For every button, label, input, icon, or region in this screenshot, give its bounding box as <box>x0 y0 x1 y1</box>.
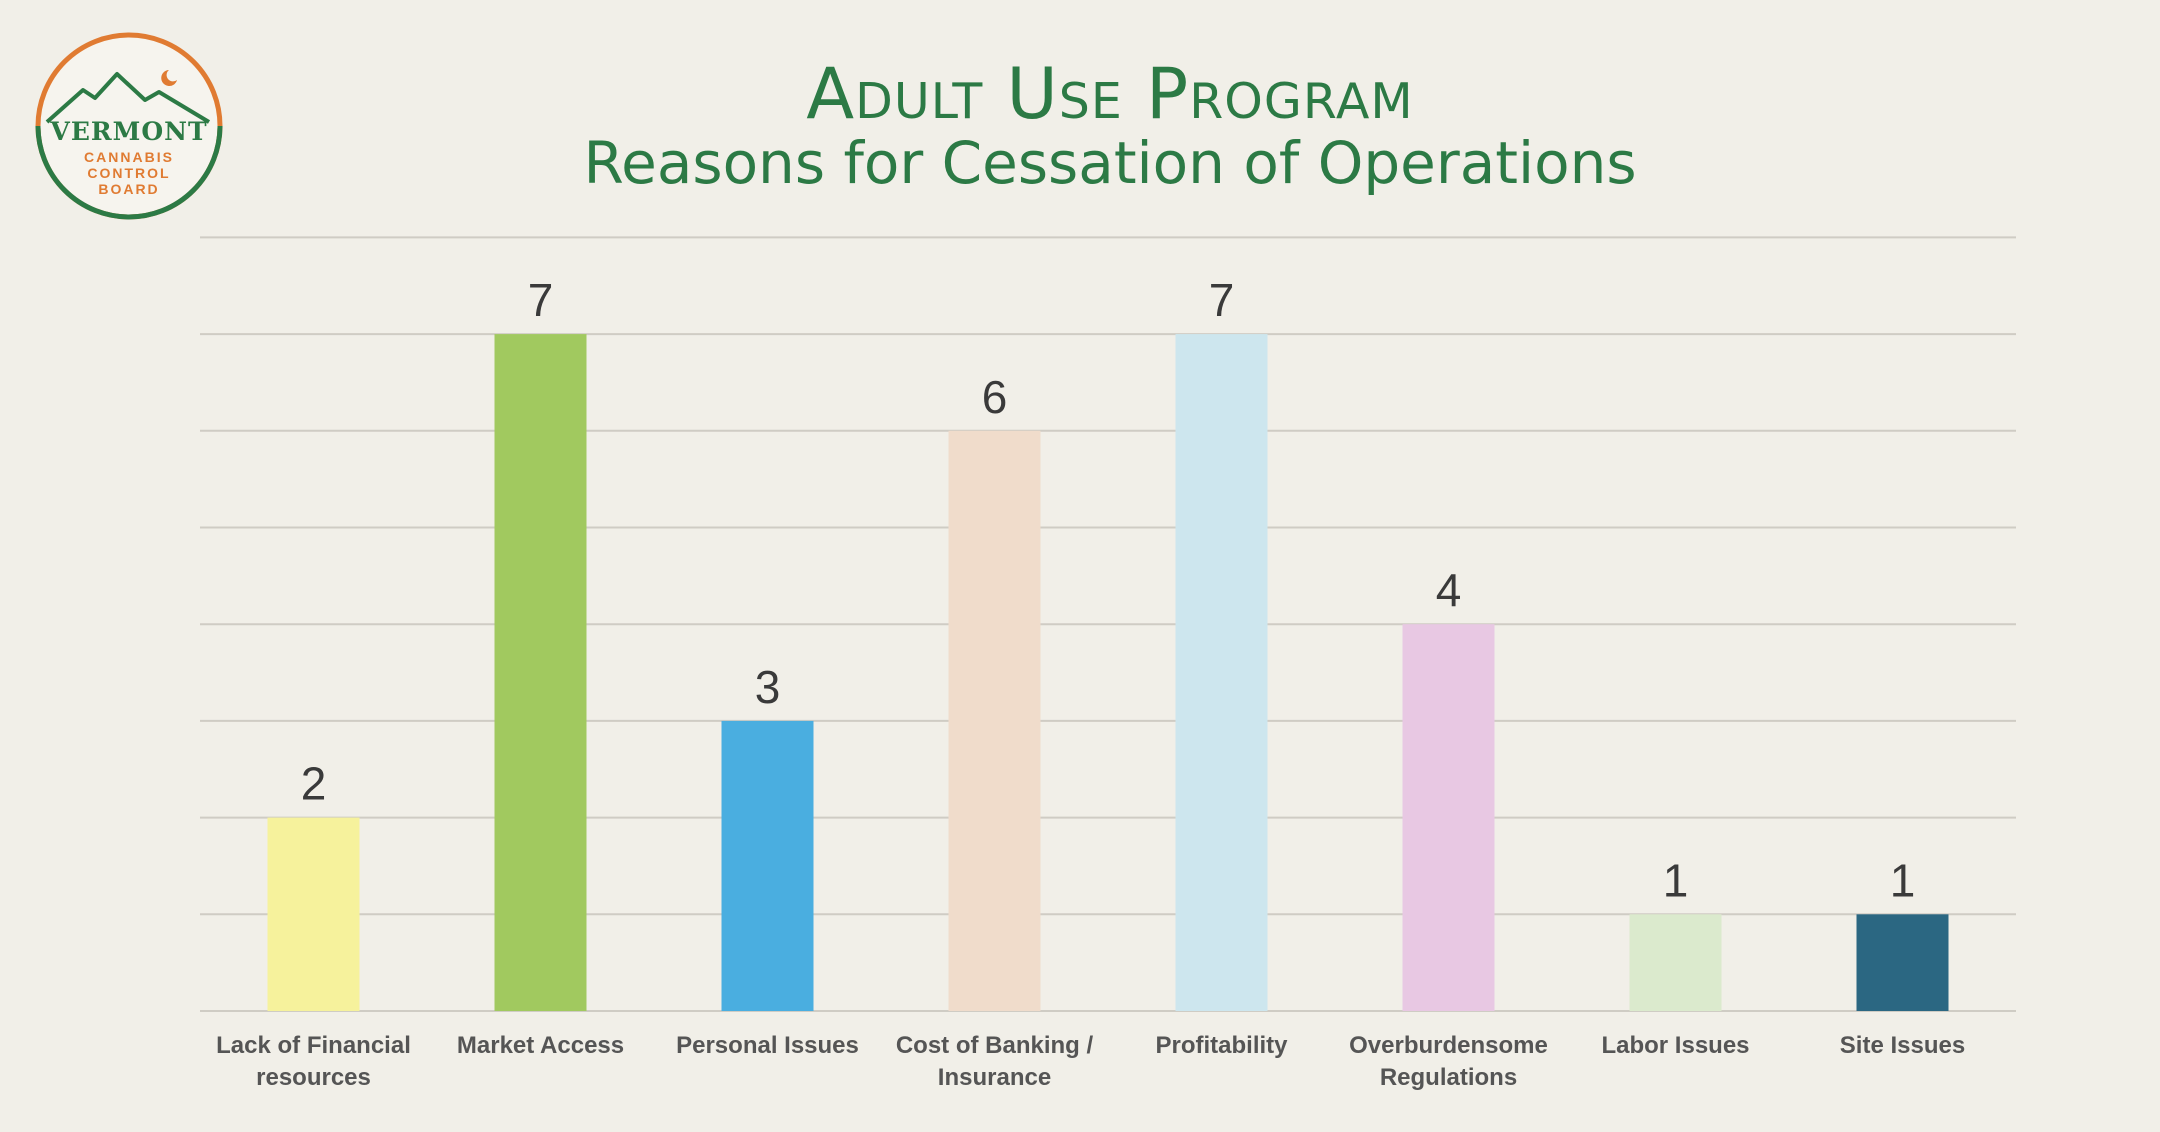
data-label: 7 <box>528 274 554 326</box>
crescent-moon-icon <box>161 70 177 86</box>
data-label: 7 <box>1209 274 1235 326</box>
bar <box>1402 624 1495 1011</box>
logo-text-cannabis: CANNABIS <box>84 149 174 165</box>
x-tick-label: Cost of Banking / <box>896 1032 1094 1059</box>
data-label: 4 <box>1436 564 1462 616</box>
bar <box>267 817 360 1011</box>
bar <box>721 720 814 1011</box>
page-title: Adult Use Program <box>806 53 1414 135</box>
data-label: 6 <box>982 371 1008 423</box>
bar <box>1629 914 1722 1011</box>
logo-text-vermont: VERMONT <box>49 117 207 146</box>
data-label: 1 <box>1663 854 1689 906</box>
bar <box>1175 334 1268 1012</box>
data-label: 1 <box>1890 854 1916 906</box>
logo-text-control: CONTROL <box>87 165 170 181</box>
mountain-icon <box>45 72 211 124</box>
x-tick-label: Insurance <box>938 1064 1051 1091</box>
header: Adult Use Program Reasons for Cessation … <box>0 52 2160 196</box>
x-tick-label: Market Access <box>457 1032 624 1059</box>
data-label: 2 <box>301 758 327 810</box>
x-tick-label: Site Issues <box>1840 1032 1965 1059</box>
bar <box>948 430 1041 1011</box>
x-tick-label: Profitability <box>1155 1032 1288 1059</box>
x-tick-label: Labor Issues <box>1601 1032 1749 1059</box>
vermont-cannabis-control-board-logo: VERMONT CANNABIS CONTROL BOARD <box>35 32 223 220</box>
chart-subtitle: Reasons for Cessation of Operations <box>583 129 1637 197</box>
x-tick-label: Lack of Financial <box>216 1032 411 1059</box>
data-label: 3 <box>755 661 781 713</box>
bar <box>1856 914 1949 1011</box>
bar <box>494 334 587 1012</box>
x-tick-label: resources <box>256 1064 371 1091</box>
logo-text-board: BOARD <box>98 181 159 197</box>
x-tick-label: Personal Issues <box>676 1032 859 1059</box>
x-tick-label: Regulations <box>1380 1064 1517 1091</box>
x-tick-label: Overburdensome <box>1349 1032 1548 1059</box>
